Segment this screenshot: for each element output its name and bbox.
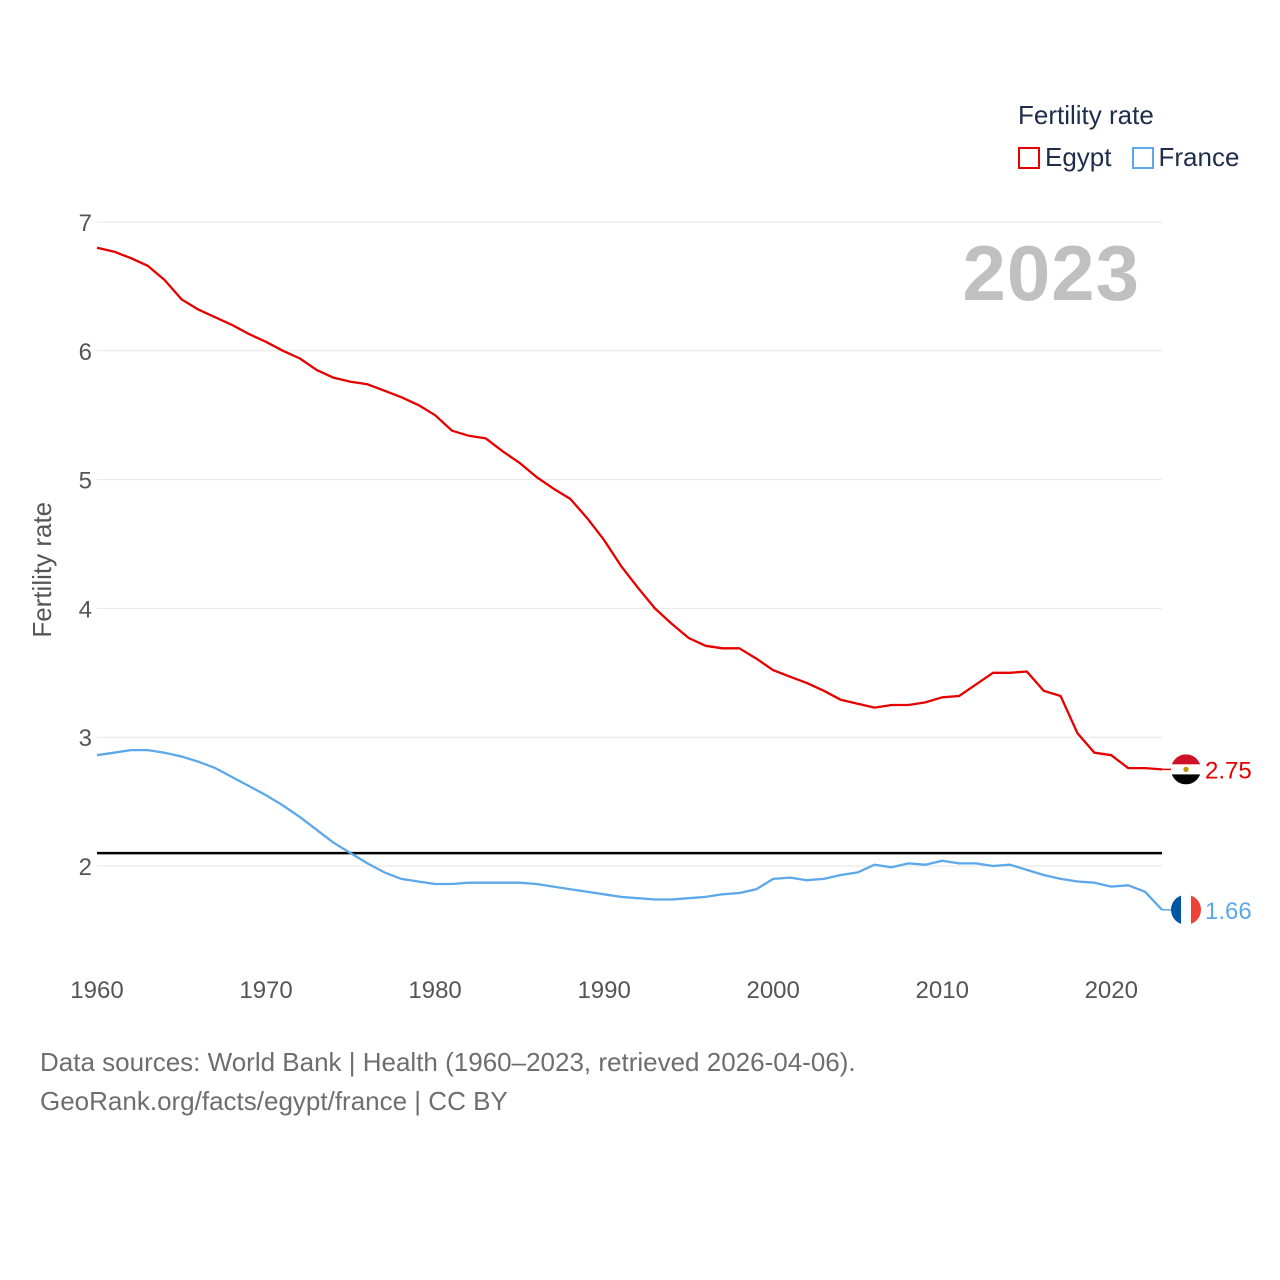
y-tick-label-2: 2 bbox=[79, 854, 92, 881]
legend-swatch-france bbox=[1131, 146, 1154, 169]
x-tick-label-2010: 2010 bbox=[916, 977, 969, 1004]
x-tick-label-1990: 1990 bbox=[577, 977, 630, 1004]
y-tick-label-7: 7 bbox=[79, 210, 92, 237]
footer-sources: Data sources: World Bank | Health (1960–… bbox=[40, 1047, 856, 1077]
x-tick-label-1970: 1970 bbox=[239, 977, 292, 1004]
flag-band-blue bbox=[1171, 894, 1181, 925]
flag-band-red bbox=[1191, 894, 1201, 925]
legend-label-france: France bbox=[1158, 142, 1240, 172]
flag-stripe-red bbox=[1171, 754, 1201, 765]
y-tick-label-4: 4 bbox=[79, 596, 92, 623]
footer: Data sources: World Bank | Health (1960–… bbox=[40, 1043, 856, 1121]
legend-item-egypt[interactable]: Egypt bbox=[1018, 142, 1112, 173]
legend-swatch-egypt bbox=[1018, 146, 1040, 169]
flag-emblem bbox=[1183, 766, 1189, 773]
y-axis-title: Fertility rate bbox=[27, 502, 57, 638]
year-label: 2023 bbox=[962, 229, 1140, 317]
x-tick-label-2020: 2020 bbox=[1085, 977, 1138, 1004]
x-tick-label-1980: 1980 bbox=[408, 977, 461, 1004]
end-label-france: 1.66 bbox=[1205, 898, 1252, 925]
flag-icon-egypt bbox=[1171, 754, 1201, 785]
legend-label-egypt: Egypt bbox=[1045, 142, 1112, 172]
flag-band-white bbox=[1181, 894, 1191, 925]
y-tick-label-5: 5 bbox=[79, 468, 92, 495]
legend: Egypt France bbox=[1018, 142, 1239, 173]
legend-item-france[interactable]: France bbox=[1131, 142, 1240, 173]
series-line-egypt bbox=[96, 246, 1163, 771]
y-tick-label-6: 6 bbox=[79, 339, 92, 366]
flag-stripe-black bbox=[1171, 774, 1201, 785]
x-tick-label-1960: 1960 bbox=[70, 977, 123, 1004]
end-label-egypt: 2.75 bbox=[1205, 757, 1252, 784]
flag-icon-france bbox=[1171, 894, 1201, 925]
y-tick-label-3: 3 bbox=[79, 725, 92, 752]
series-line-france bbox=[96, 748, 1163, 911]
footer-link[interactable]: GeoRank.org/facts/egypt/france | CC BY bbox=[40, 1086, 508, 1116]
x-tick-label-2000: 2000 bbox=[746, 977, 799, 1004]
legend-title: Fertility rate bbox=[1018, 100, 1154, 130]
